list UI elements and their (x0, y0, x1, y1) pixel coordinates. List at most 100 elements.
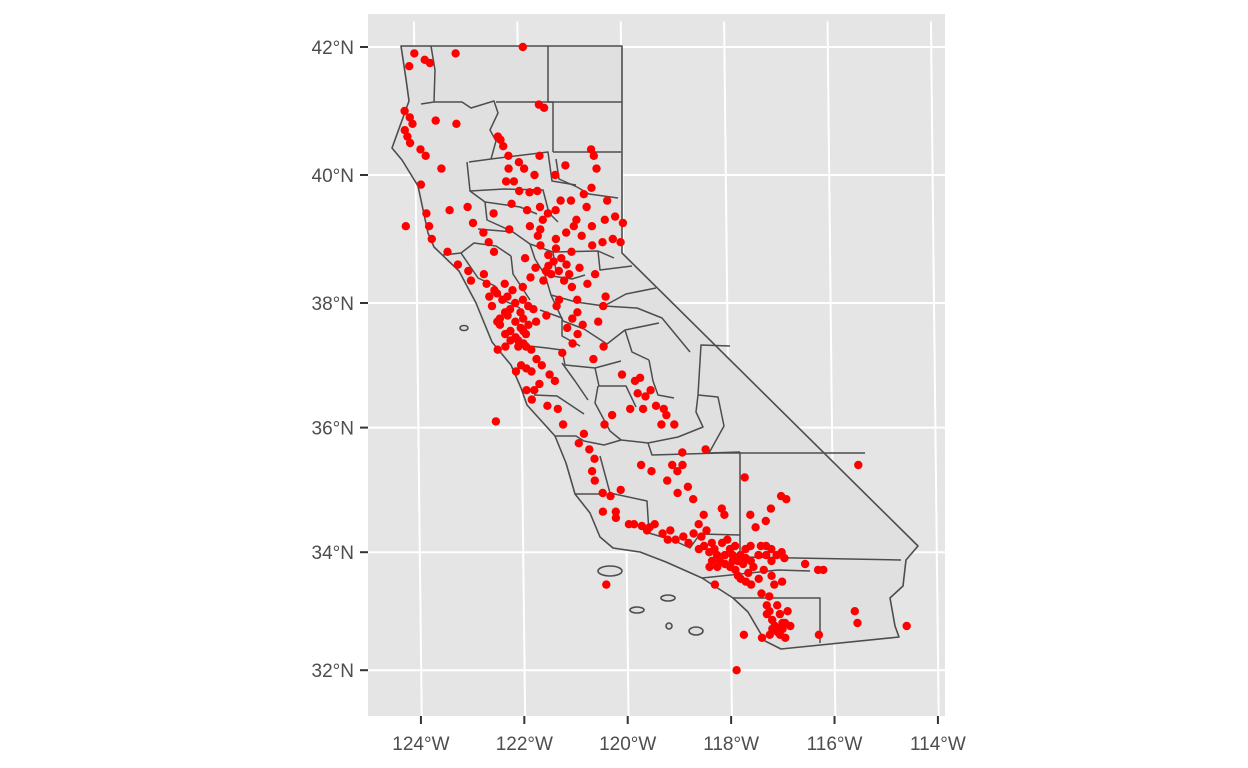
observation-point (590, 270, 600, 279)
observation-point (500, 279, 509, 288)
observation-point (766, 504, 776, 513)
observation-point (608, 234, 617, 244)
observation-point (529, 305, 538, 314)
observation-point (558, 348, 567, 357)
observation-point (416, 180, 426, 189)
observation-point (400, 126, 409, 135)
observation-point (641, 392, 650, 401)
observation-point (511, 317, 520, 326)
observation-point (767, 544, 776, 554)
county-line (620, 394, 704, 444)
observation-point (527, 345, 536, 354)
observation-point (598, 507, 608, 516)
observation-point (854, 460, 863, 470)
observation-point (739, 630, 749, 639)
observation-point (598, 488, 607, 498)
observation-point (487, 301, 497, 311)
observation-point (579, 190, 588, 199)
observation-point (616, 238, 625, 247)
observation-point (603, 196, 612, 205)
county-line (420, 45, 436, 105)
observation-point (522, 364, 531, 373)
observation-point (559, 276, 569, 285)
observation-point (427, 234, 436, 244)
observation-point (511, 367, 521, 376)
observation-point (777, 577, 787, 586)
observation-point (518, 282, 527, 292)
observation-point (670, 420, 679, 429)
observation-point (773, 601, 782, 610)
observation-point (636, 460, 646, 470)
observation-point (767, 556, 776, 566)
observation-point (566, 196, 576, 205)
island-outline (459, 324, 469, 332)
county-line (599, 455, 650, 534)
observation-point (592, 164, 601, 173)
observation-point (732, 666, 741, 675)
observation-point (668, 460, 677, 470)
observation-point (445, 206, 454, 215)
observation-point (759, 565, 768, 575)
observation-point (549, 257, 558, 266)
observation-point (507, 199, 516, 208)
observation-point (535, 151, 544, 160)
observation-point (740, 473, 749, 482)
x-tick-label: 122°W (496, 734, 553, 755)
county-line (460, 242, 512, 257)
observation-point (607, 410, 617, 420)
observation-point (746, 541, 755, 551)
observation-point (662, 410, 671, 420)
observation-point (701, 445, 710, 454)
observation-point (590, 476, 599, 485)
observation-point (783, 607, 792, 616)
observation-point (699, 541, 709, 551)
county-line (597, 250, 633, 271)
observation-point (518, 42, 527, 52)
observation-point (567, 282, 577, 292)
county-line (583, 322, 660, 345)
observation-point (773, 627, 782, 637)
island-outline (660, 594, 676, 602)
observation-point (782, 495, 791, 504)
observation-point (657, 420, 666, 429)
observation-point (589, 151, 598, 160)
island-outline (597, 565, 623, 577)
observation-point (489, 247, 499, 256)
observation-point (539, 276, 548, 285)
observation-point (522, 386, 531, 395)
observation-point (403, 132, 412, 141)
observation-point (538, 215, 547, 224)
observation-point (565, 270, 574, 279)
observation-point (479, 270, 489, 279)
observation-point (573, 329, 582, 339)
observation-point (767, 571, 776, 580)
observation-point (578, 320, 587, 329)
observation-point (551, 206, 560, 215)
observation-point (599, 342, 608, 351)
observation-point (775, 609, 785, 619)
observation-point (781, 633, 790, 642)
observation-point (546, 270, 556, 279)
observation-point (501, 329, 510, 339)
county-line (544, 274, 657, 307)
observation-point (544, 250, 553, 260)
observation-point (561, 161, 570, 170)
observation-point (554, 295, 564, 304)
observation-point (504, 164, 513, 173)
observation-point (765, 592, 774, 601)
observation-point (587, 222, 597, 231)
observation-point (553, 404, 562, 414)
x-axis: 124°W 122°W 120°W 118°W 116°W 114°W (392, 716, 966, 755)
observation-point (514, 336, 523, 345)
observation-point (678, 448, 687, 457)
y-tick-label: 34°N (312, 543, 354, 564)
observation-point (509, 177, 519, 186)
observation-point (744, 568, 753, 578)
observation-point (850, 607, 859, 616)
observation-point (572, 215, 581, 224)
observation-point (543, 401, 552, 410)
x-tick-label: 118°W (703, 734, 759, 755)
observation-point (567, 247, 576, 256)
observation-point (617, 370, 627, 379)
